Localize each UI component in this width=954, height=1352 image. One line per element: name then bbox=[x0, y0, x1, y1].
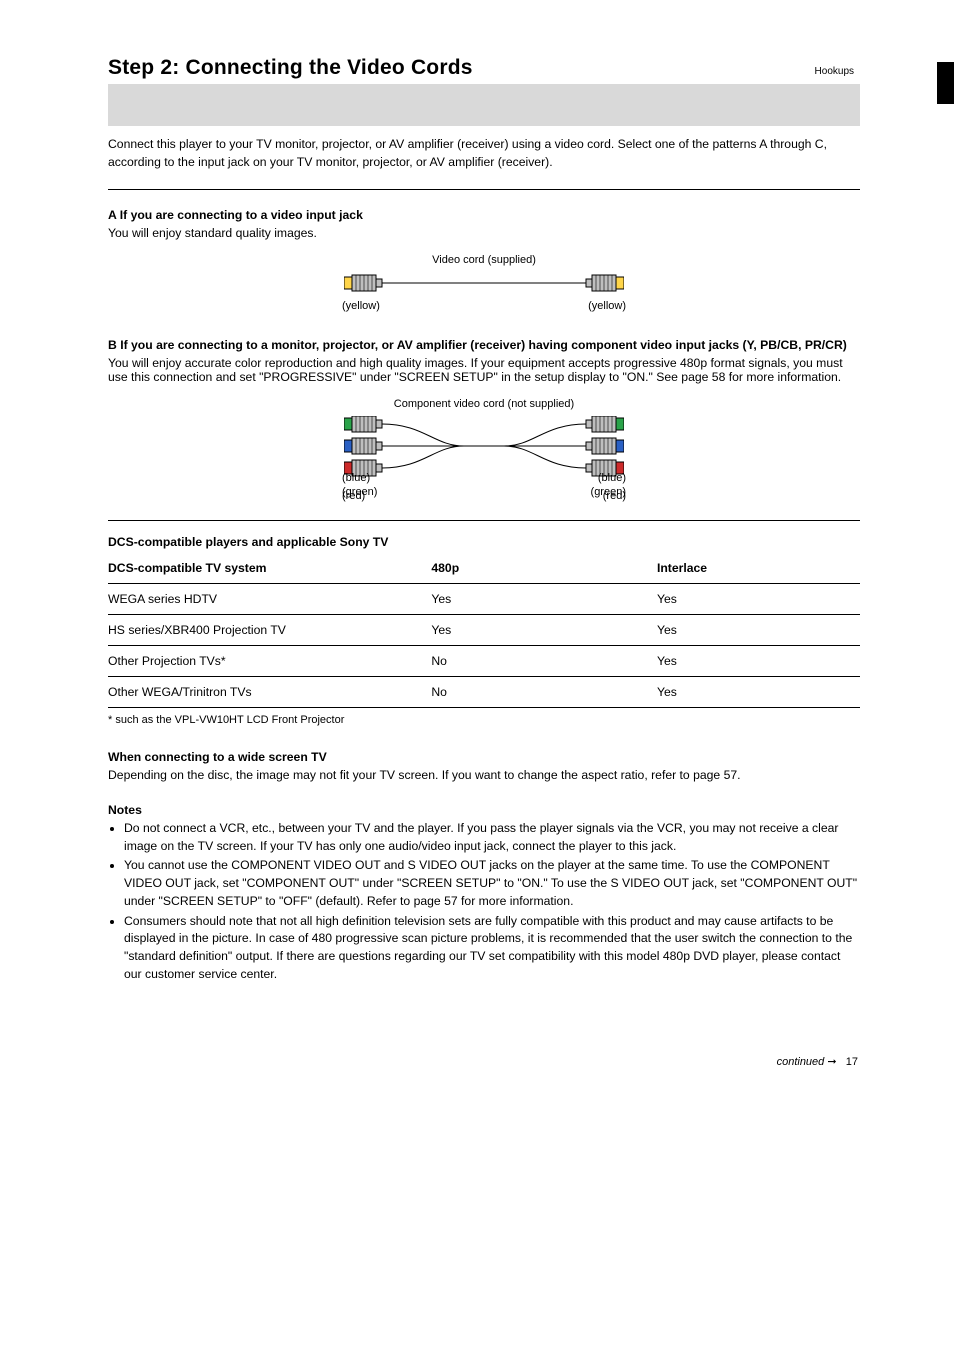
sidebar-label: Hookups bbox=[815, 66, 860, 77]
cable-a-right: (yellow) bbox=[588, 300, 626, 312]
title-row: Step 2: Connecting the Video Cords Hooku… bbox=[108, 56, 860, 80]
compat-cell: Yes bbox=[657, 592, 860, 606]
cable-b-heading: B If you are connecting to a monitor, pr… bbox=[108, 338, 860, 352]
compat-note: * such as the VPL-VW10HT LCD Front Proje… bbox=[108, 714, 860, 726]
compat-cell: Yes bbox=[657, 623, 860, 637]
compat-cell: No bbox=[431, 685, 657, 699]
compat-col-a: DCS-compatible TV system bbox=[108, 561, 431, 575]
note-item: Consumers should note that not all high … bbox=[124, 913, 860, 984]
arrow-icon: ➞ bbox=[827, 1056, 836, 1068]
cable-a-desc: You will enjoy standard quality images. bbox=[108, 226, 860, 240]
divider bbox=[108, 707, 860, 708]
page-footer: continued ➞ 17 bbox=[0, 985, 954, 1068]
compat-header-row: DCS-compatible TV system 480p Interlace bbox=[108, 555, 860, 580]
compat-row: WEGA series HDTV Yes Yes bbox=[108, 587, 860, 611]
page-number: 17 bbox=[846, 1056, 858, 1068]
compat-col-b: 480p bbox=[431, 561, 657, 575]
cable-a-block: Video cord (supplied) bbox=[324, 254, 644, 312]
side-tab bbox=[937, 62, 954, 104]
compat-row: HS series/XBR400 Projection TV Yes Yes bbox=[108, 618, 860, 642]
tips-heading: When connecting to a wide screen TV bbox=[108, 750, 860, 764]
cable-b-rm: (blue) bbox=[598, 472, 626, 484]
cable-a-label: Video cord (supplied) bbox=[324, 254, 644, 266]
compat-row: Other Projection TVs* No Yes bbox=[108, 649, 860, 673]
cable-b-desc: You will enjoy accurate color reproducti… bbox=[108, 356, 860, 384]
tips-block: When connecting to a wide screen TV Depe… bbox=[108, 750, 860, 983]
compat-cell: HS series/XBR400 Projection TV bbox=[108, 623, 431, 637]
divider bbox=[108, 676, 860, 677]
divider bbox=[108, 520, 860, 521]
page-content: Step 2: Connecting the Video Cords Hooku… bbox=[0, 56, 954, 983]
compat-col-c: Interlace bbox=[657, 561, 860, 575]
compat-cell: Yes bbox=[657, 685, 860, 699]
compat-cell: Other Projection TVs* bbox=[108, 654, 431, 668]
divider bbox=[108, 583, 860, 584]
cable-b-block: Component video cord (not supplied) bbox=[324, 398, 644, 502]
cable-a-left: (yellow) bbox=[342, 300, 380, 312]
cable-a-plug-labels: (yellow) (yellow) bbox=[324, 300, 644, 312]
compat-heading: DCS-compatible players and applicable So… bbox=[108, 535, 860, 549]
cable-b-lb: (red) bbox=[342, 490, 365, 502]
note-item: You cannot use the COMPONENT VIDEO OUT a… bbox=[124, 857, 860, 910]
title-gray-bar bbox=[108, 84, 860, 126]
cable-b-label: Component video cord (not supplied) bbox=[324, 398, 644, 410]
notes-list: Do not connect a VCR, etc., between your… bbox=[108, 820, 860, 983]
cable-a-figure bbox=[324, 272, 644, 294]
compat-cell: No bbox=[431, 654, 657, 668]
continued-text: continued bbox=[777, 1056, 825, 1068]
cable-a-svg bbox=[344, 272, 624, 294]
cable-a-heading: A If you are connecting to a video input… bbox=[108, 208, 860, 222]
continued-label: continued ➞ 17 bbox=[777, 1055, 858, 1068]
divider bbox=[108, 645, 860, 646]
cable-b-lm: (blue) bbox=[342, 472, 370, 484]
compat-cell: WEGA series HDTV bbox=[108, 592, 431, 606]
tips-body: Depending on the disc, the image may not… bbox=[108, 767, 860, 785]
compat-cell: Yes bbox=[431, 623, 657, 637]
cable-b-rb: (red) bbox=[603, 490, 626, 502]
note-item: Do not connect a VCR, etc., between your… bbox=[124, 820, 860, 855]
compat-row: Other WEGA/Trinitron TVs No Yes bbox=[108, 680, 860, 704]
cable-b-labels-mid: (blue) (blue) bbox=[324, 448, 644, 460]
divider bbox=[108, 614, 860, 615]
page-title: Step 2: Connecting the Video Cords bbox=[108, 56, 815, 80]
compat-cell: Yes bbox=[431, 592, 657, 606]
compat-cell: Yes bbox=[657, 654, 860, 668]
compat-table: DCS-compatible TV system 480p Interlace … bbox=[108, 555, 860, 708]
divider bbox=[108, 189, 860, 190]
intro-text: Connect this player to your TV monitor, … bbox=[108, 136, 860, 171]
compat-cell: Other WEGA/Trinitron TVs bbox=[108, 685, 431, 699]
notes-heading: Notes bbox=[108, 803, 860, 817]
